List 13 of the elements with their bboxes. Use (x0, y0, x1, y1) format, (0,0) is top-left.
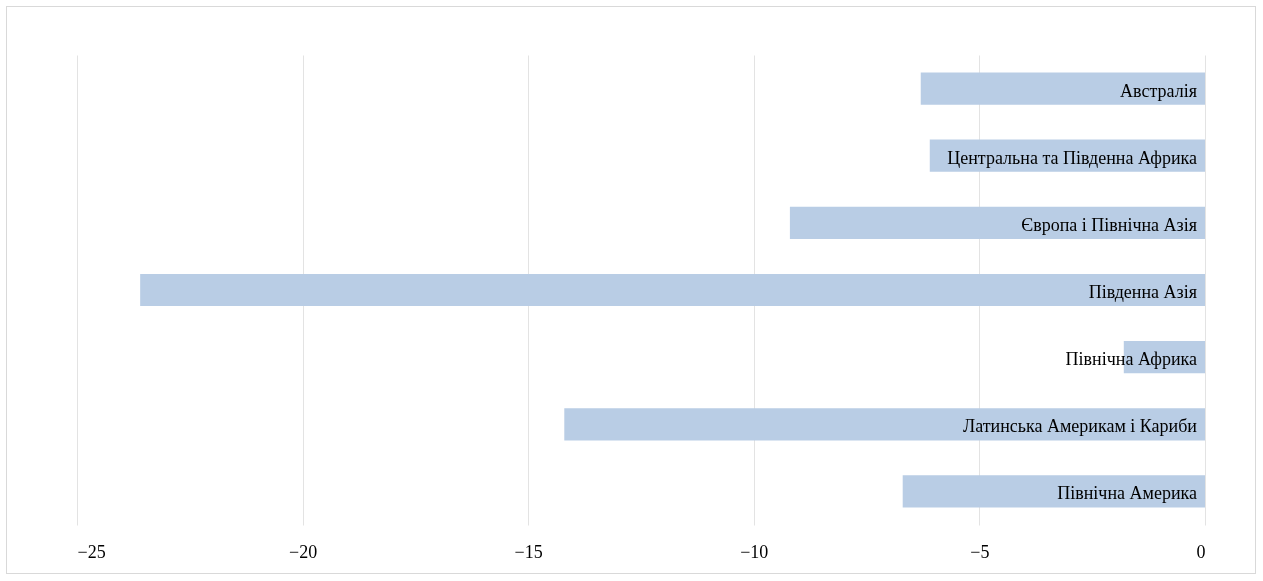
x-tick-label: −25 (77, 541, 106, 562)
y-tick-label: Австралія (1120, 80, 1197, 101)
x-tick-label: 0 (1196, 541, 1206, 562)
y-tick-label: Європа і Північна Азія (1021, 214, 1197, 235)
y-tick-label: Центральна та Південна Африка (947, 147, 1197, 168)
y-tick-label: Латинська Америкам і Кариби (962, 416, 1198, 437)
y-tick-label: Північна Америка (1057, 483, 1198, 504)
x-tick-label: −10 (740, 541, 769, 562)
y-tick-label: Південна Азія (1088, 282, 1197, 302)
y-tick-label: Північна Африка (1065, 349, 1197, 370)
x-tick-label: −20 (289, 541, 318, 562)
x-tick-label: −5 (970, 541, 990, 562)
x-tick-label: −15 (514, 541, 543, 562)
